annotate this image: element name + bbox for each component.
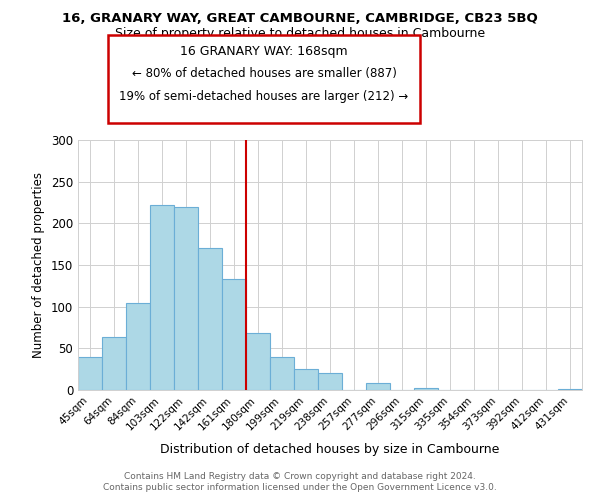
Bar (558, 389, 582, 390)
Bar (318, 374, 342, 390)
Bar (102, 336, 126, 390)
Text: Contains public sector information licensed under the Open Government Licence v3: Contains public sector information licen… (103, 483, 497, 492)
Bar (414, 388, 438, 390)
Text: Contains HM Land Registry data © Crown copyright and database right 2024.: Contains HM Land Registry data © Crown c… (124, 472, 476, 481)
Bar (294, 369, 318, 390)
Bar (198, 248, 222, 390)
Text: Size of property relative to detached houses in Cambourne: Size of property relative to detached ho… (115, 28, 485, 40)
Text: 16, GRANARY WAY, GREAT CAMBOURNE, CAMBRIDGE, CB23 5BQ: 16, GRANARY WAY, GREAT CAMBOURNE, CAMBRI… (62, 12, 538, 26)
Bar (174, 206, 198, 390)
Bar (270, 356, 294, 390)
X-axis label: Distribution of detached houses by size in Cambourne: Distribution of detached houses by size … (160, 443, 500, 456)
Text: 16 GRANARY WAY: 168sqm: 16 GRANARY WAY: 168sqm (180, 45, 348, 58)
Bar (150, 205, 174, 390)
Bar (366, 384, 390, 390)
Y-axis label: Number of detached properties: Number of detached properties (32, 172, 46, 358)
Text: 19% of semi-detached houses are larger (212) →: 19% of semi-detached houses are larger (… (119, 90, 409, 103)
Bar (78, 356, 102, 390)
Bar (222, 279, 246, 390)
Text: ← 80% of detached houses are smaller (887): ← 80% of detached houses are smaller (88… (131, 68, 397, 80)
Bar (246, 332, 270, 390)
Bar (126, 302, 150, 390)
